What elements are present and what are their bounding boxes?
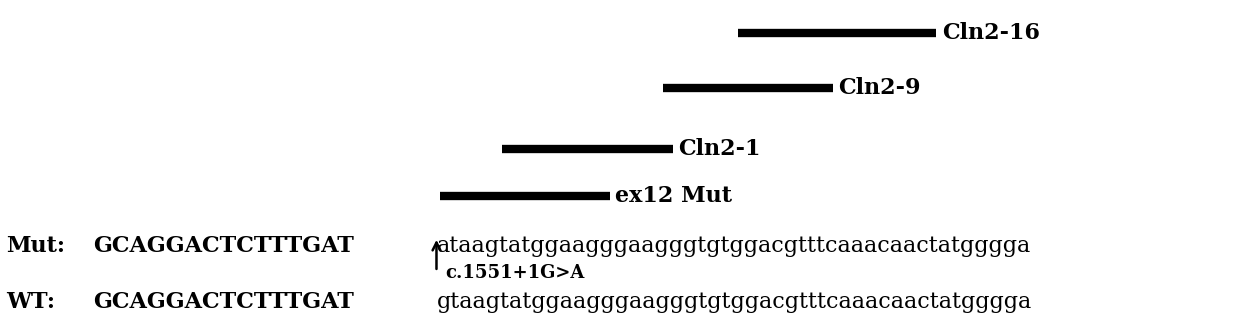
Text: ataagtatggaagggaagggtgtggacgtttcaaacaactatgggga: ataagtatggaagggaagggtgtggacgtttcaaacaact… — [436, 235, 1030, 258]
Text: c.1551+1G>A: c.1551+1G>A — [445, 264, 584, 282]
Text: Cln2-16: Cln2-16 — [942, 22, 1040, 44]
Text: Cln2-9: Cln2-9 — [838, 77, 921, 100]
Text: Mut:: Mut: — [6, 235, 66, 258]
Text: ex12 Mut: ex12 Mut — [615, 185, 732, 207]
Text: Cln2-1: Cln2-1 — [678, 137, 761, 160]
Text: WT:: WT: — [6, 291, 56, 313]
Text: GCAGGACTCTTTGAT: GCAGGACTCTTTGAT — [93, 291, 353, 313]
Text: GCAGGACTCTTTGAT: GCAGGACTCTTTGAT — [93, 235, 353, 258]
Text: gtaagtatggaagggaagggtgtggacgtttcaaacaactatgggga: gtaagtatggaagggaagggtgtggacgtttcaaacaact… — [436, 291, 1032, 313]
